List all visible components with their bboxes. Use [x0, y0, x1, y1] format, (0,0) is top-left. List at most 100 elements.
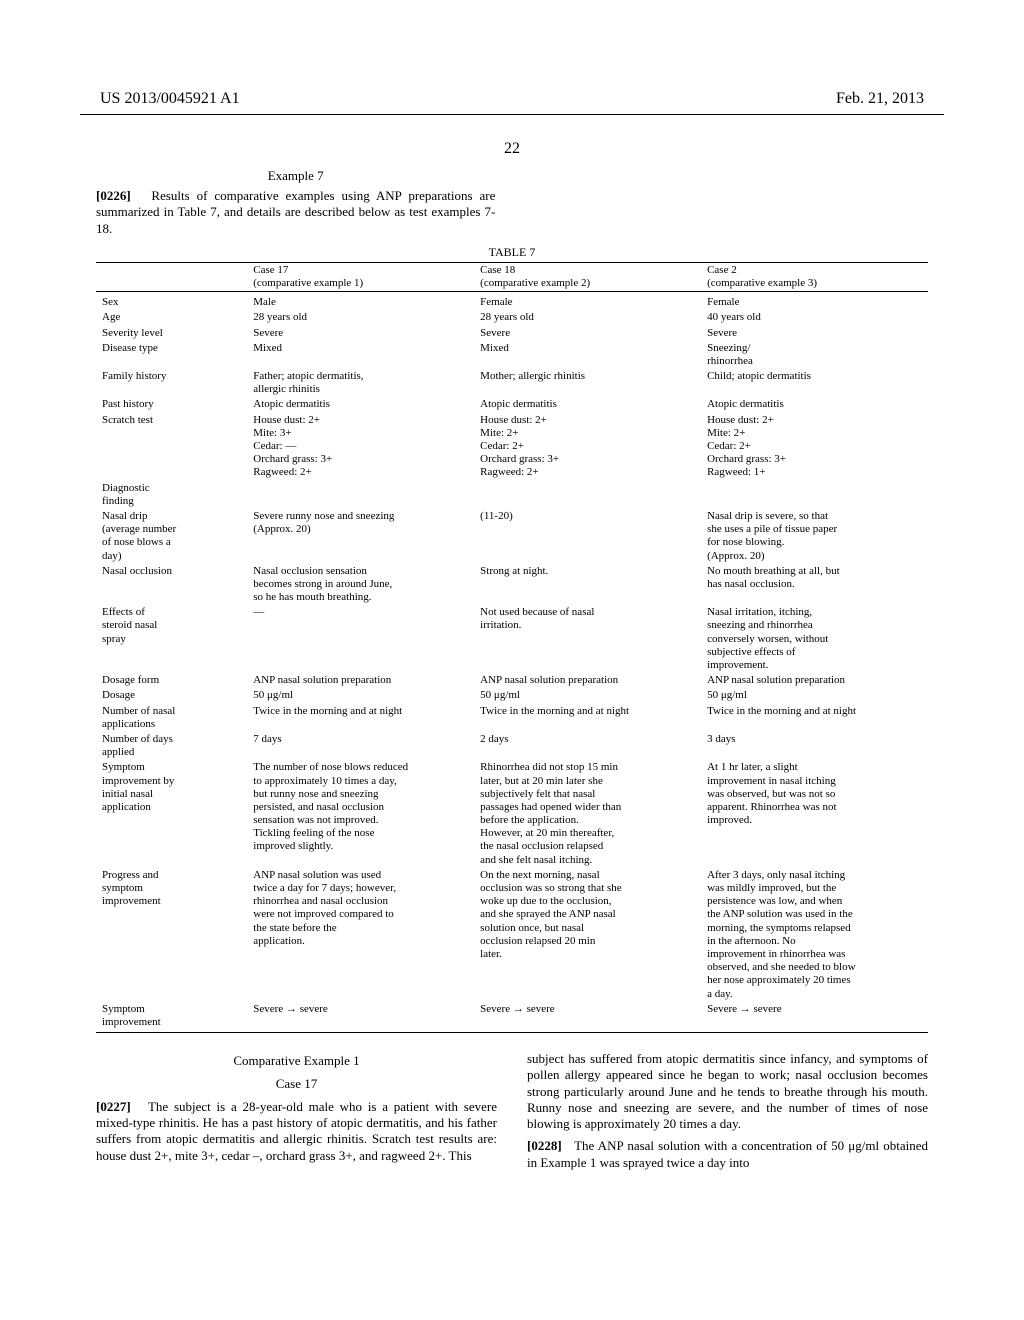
- table-cell: 3 days: [701, 732, 928, 760]
- table-cell: No mouth breathing at all, but has nasal…: [701, 564, 928, 606]
- table-row: Number of days applied7 days2 days3 days: [96, 732, 928, 760]
- table-cell: (11-20): [474, 509, 701, 564]
- table-row: Age28 years old28 years old40 years old: [96, 310, 928, 325]
- table-cell: Twice in the morning and at night: [701, 704, 928, 732]
- table-cell: —: [247, 605, 474, 673]
- table-cell: Female: [701, 295, 928, 310]
- table-row: Diagnostic finding: [96, 481, 928, 509]
- table-cell: Severe runny nose and sneezing (Approx. …: [247, 509, 474, 564]
- table-row: Number of nasal applications Twice in the…: [96, 704, 928, 732]
- table-cell: Mixed: [474, 341, 701, 369]
- table-cell: House dust: 2+ Mite: 2+ Cedar: 2+ Orchar…: [474, 413, 701, 481]
- table-cell: ANP nasal solution preparation: [474, 673, 701, 688]
- table-cell: The number of nose blows reduced to appr…: [247, 760, 474, 868]
- table-cell: ANP nasal solution was used twice a day …: [247, 868, 474, 1002]
- table-cell: Atopic dermatitis: [701, 397, 928, 412]
- table-cell: 7 days: [247, 732, 474, 760]
- table-cell: Progress and symptom improvement: [96, 868, 247, 1002]
- table-cell: Dosage: [96, 688, 247, 703]
- table-cell: Sneezing/ rhinorrhea: [701, 341, 928, 369]
- lower-right-col: subject has suffered from atopic dermati…: [527, 1051, 928, 1171]
- para-0226: [0226] Results of comparative examples u…: [96, 188, 495, 237]
- table-cell: Sex: [96, 295, 247, 310]
- table-row: Progress and symptom improvementANP nasa…: [96, 868, 928, 1002]
- table-row: Disease typeMixedMixedSneezing/ rhinorrh…: [96, 341, 928, 369]
- table-cell: Severe: [247, 326, 474, 341]
- table-cell: Father; atopic dermatitis, allergic rhin…: [247, 369, 474, 397]
- table-cell: Nasal occlusion sensation becomes strong…: [247, 564, 474, 606]
- table-row: Family historyFather; atopic dermatitis,…: [96, 369, 928, 397]
- header-rule: [80, 114, 944, 115]
- table-cell: ANP nasal solution preparation: [247, 673, 474, 688]
- table-7: Case 17(comparative example 1) Case 18(c…: [96, 262, 928, 1033]
- example-7-title: Example 7: [96, 168, 495, 184]
- table-cell: 40 years old: [701, 310, 928, 325]
- table-cell: 2 days: [474, 732, 701, 760]
- table-cell: Child; atopic dermatitis: [701, 369, 928, 397]
- para-0226-text: Results of comparative examples using AN…: [96, 188, 495, 236]
- table-row: Nasal occlusionNasal occlusion sensation…: [96, 564, 928, 606]
- table-cell: Severe: [474, 326, 701, 341]
- table-cell: House dust: 2+ Mite: 2+ Cedar: 2+ Orchar…: [701, 413, 928, 481]
- table-cell: 28 years old: [474, 310, 701, 325]
- para-0227-text: The subject is a 28-year-old male who is…: [96, 1099, 497, 1163]
- table-cell: Past history: [96, 397, 247, 412]
- table-cell: Scratch test: [96, 413, 247, 481]
- case-17-heading: Case 17: [96, 1076, 497, 1093]
- table-cell: Rhinorrhea did not stop 15 min later, bu…: [474, 760, 701, 868]
- para-0228: [0228] The ANP nasal solution with a con…: [527, 1138, 928, 1171]
- table-cell: 50 μg/ml: [474, 688, 701, 703]
- table-row: Dosage50 μg/ml50 μg/ml50 μg/ml: [96, 688, 928, 703]
- table-cell: Twice in the morning and at night: [474, 704, 701, 732]
- table-cell: Male: [247, 295, 474, 310]
- publication-number: US 2013/0045921 A1: [100, 90, 240, 108]
- table-header-row: Case 17(comparative example 1) Case 18(c…: [96, 262, 928, 291]
- table-row: Scratch testHouse dust: 2+ Mite: 3+ Ceda…: [96, 413, 928, 481]
- table-row: Dosage formANP nasal solution preparatio…: [96, 673, 928, 688]
- table-cell: Severe → severe: [474, 1002, 701, 1030]
- table-cell: 28 years old: [247, 310, 474, 325]
- table-cell: Number of nasal applications: [96, 704, 247, 732]
- para-0228-text: The ANP nasal solution with a concentrat…: [527, 1138, 928, 1169]
- table-cell: [701, 481, 928, 509]
- col2-header: Case 18(comparative example 2): [474, 262, 701, 291]
- table-cell: On the next morning, nasal occlusion was…: [474, 868, 701, 1002]
- table-cell: Nasal drip is severe, so that she uses a…: [701, 509, 928, 564]
- table-cell: Mother; allergic rhinitis: [474, 369, 701, 397]
- table-cell: Symptom improvement: [96, 1002, 247, 1030]
- table-cell: House dust: 2+ Mite: 3+ Cedar: — Orchard…: [247, 413, 474, 481]
- table-row: Nasal drip (average number of nose blows…: [96, 509, 928, 564]
- table-cell: Severe: [701, 326, 928, 341]
- publication-date: Feb. 21, 2013: [836, 90, 924, 108]
- table-row: SexMaleFemaleFemale: [96, 295, 928, 310]
- table-row: Effects of steroid nasal spray—Not used …: [96, 605, 928, 673]
- table-cell: At 1 hr later, a slight improvement in n…: [701, 760, 928, 868]
- table-cell: Strong at night.: [474, 564, 701, 606]
- table-cell: Severe → severe: [701, 1002, 928, 1030]
- table-cell: Nasal irritation, itching, sneezing and …: [701, 605, 928, 673]
- table-cell: 50 μg/ml: [701, 688, 928, 703]
- col1-header: Case 17(comparative example 1): [247, 262, 474, 291]
- table-cell: Effects of steroid nasal spray: [96, 605, 247, 673]
- para-0227: [0227] The subject is a 28-year-old male…: [96, 1099, 497, 1164]
- table-cell: Mixed: [247, 341, 474, 369]
- table-cell: Nasal occlusion: [96, 564, 247, 606]
- table-cell: Severe → severe: [247, 1002, 474, 1030]
- table-cell: After 3 days, only nasal itching was mil…: [701, 868, 928, 1002]
- col3-header: Case 2(comparative example 3): [701, 262, 928, 291]
- comparative-example-heading: Comparative Example 1: [96, 1053, 497, 1070]
- table-cell: 50 μg/ml: [247, 688, 474, 703]
- table-cell: [247, 481, 474, 509]
- table-cell: Family history: [96, 369, 247, 397]
- para-0227-cont: subject has suffered from atopic dermati…: [527, 1051, 928, 1132]
- table-row: Past historyAtopic dermatitisAtopic derm…: [96, 397, 928, 412]
- table-cell: Nasal drip (average number of nose blows…: [96, 509, 247, 564]
- para-num-0226: [0226]: [96, 188, 131, 203]
- table-row: Symptom improvement by initial nasal app…: [96, 760, 928, 868]
- page-number: 22: [0, 140, 1024, 158]
- table-cell: Dosage form: [96, 673, 247, 688]
- table-cell: Not used because of nasal irritation.: [474, 605, 701, 673]
- table-7-title: TABLE 7: [96, 245, 928, 260]
- lower-left-col: Comparative Example 1 Case 17 [0227] The…: [96, 1051, 497, 1171]
- table-header-blank: [96, 262, 247, 291]
